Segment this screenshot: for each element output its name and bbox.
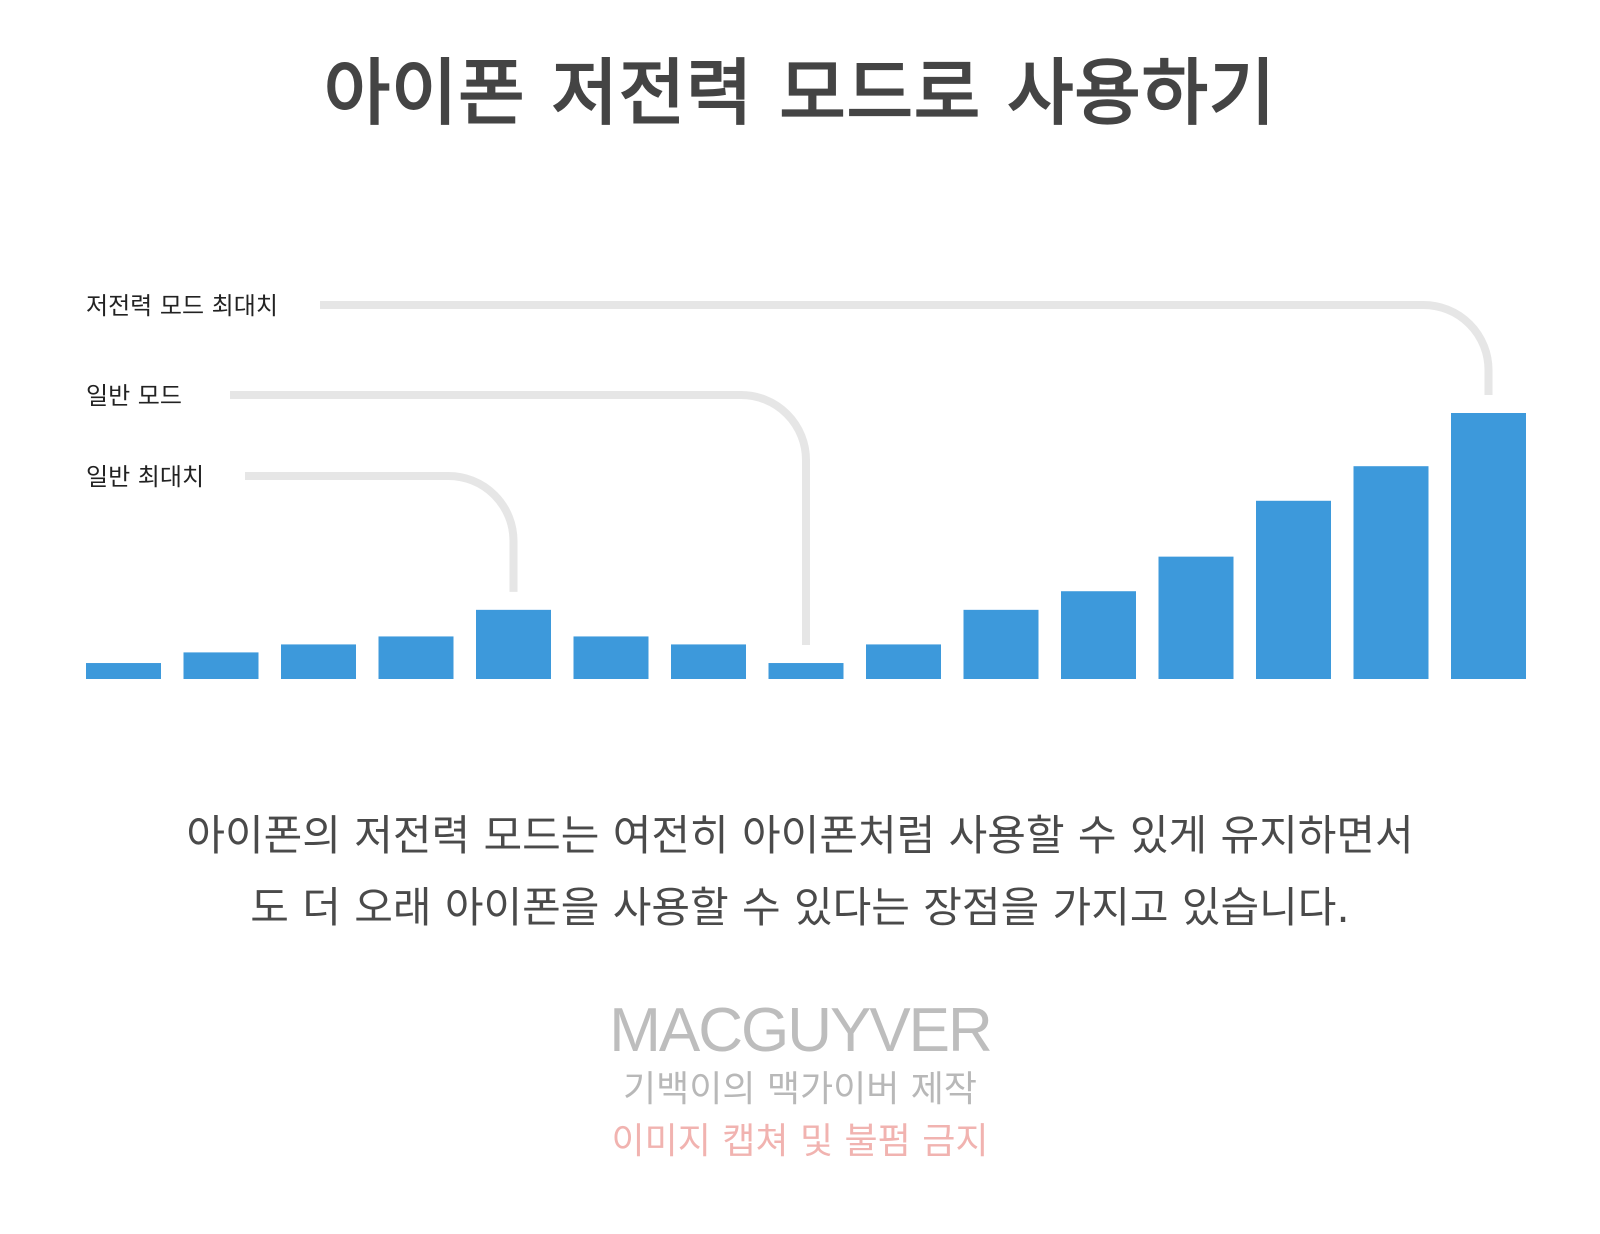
- annotation-label-1: 저전력 모드 최대치: [86, 292, 278, 320]
- bar-7: [671, 644, 746, 679]
- bar-2: [183, 652, 259, 679]
- annotation-label-3: 일반 최대치: [86, 463, 204, 491]
- description-line-1: 아이폰의 저전력 모드는 여전히 아이폰처럼 사용할 수 있게 유지하면서: [186, 811, 1414, 860]
- bar-11: [1061, 591, 1136, 679]
- annotation-line-3: [245, 472, 518, 592]
- brand-logo-text: MACGUYVER: [609, 996, 993, 1065]
- bar-5: [476, 609, 551, 679]
- page-title: 아이폰 저전력 모드로 사용하기: [323, 51, 1277, 135]
- bar-1: [86, 663, 161, 679]
- annotation-label-2: 일반 모드: [86, 382, 182, 410]
- bar-8: [768, 663, 844, 679]
- annotation-line-2: [230, 391, 810, 646]
- annotation-line-1: [320, 301, 1493, 395]
- bar-3: [281, 644, 356, 679]
- bar-14: [1353, 466, 1429, 679]
- bar-15: [1451, 413, 1526, 679]
- bar-12: [1158, 556, 1234, 679]
- bar-10: [963, 609, 1039, 679]
- bar-13: [1256, 500, 1331, 679]
- description: 아이폰의 저전력 모드는 여전히 아이폰처럼 사용할 수 있게 유지하면서 도 …: [0, 800, 1600, 944]
- copy-warning-text: 이미지 캡쳐 및 불펌 금지: [611, 1121, 989, 1162]
- bar-9: [866, 644, 941, 679]
- description-line-2: 도 더 오래 아이폰을 사용할 수 있다는 장점을 가지고 있습니다.: [250, 883, 1350, 932]
- credit-text: 기백이의 맥가이버 제작: [622, 1069, 978, 1110]
- bars-layer: [86, 413, 1526, 679]
- bar-6: [573, 636, 649, 679]
- bar-4: [378, 636, 454, 679]
